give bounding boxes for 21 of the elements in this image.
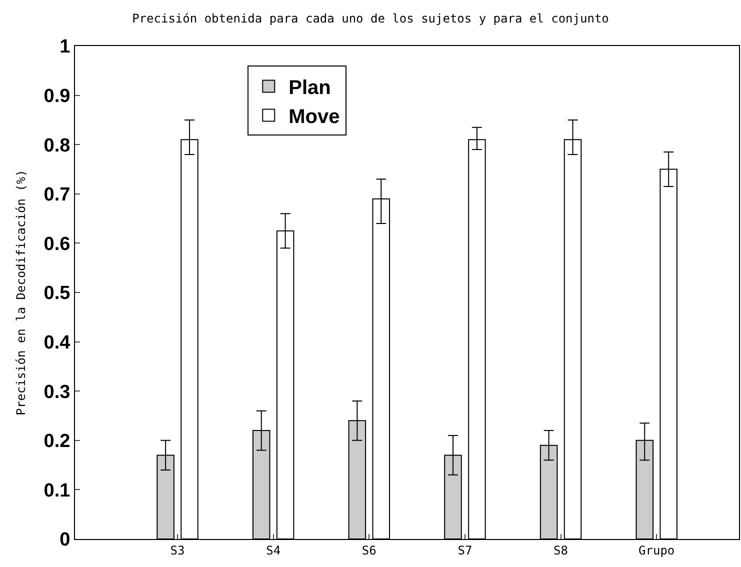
x-tick-label: S7 bbox=[458, 543, 472, 558]
y-tick-label: 0.5 bbox=[44, 283, 71, 304]
y-tick-label: 0.7 bbox=[44, 184, 70, 206]
x-tick-label: S8 bbox=[554, 543, 568, 558]
y-tick-label: 0.9 bbox=[44, 86, 70, 107]
y-tick-label: 0.6 bbox=[44, 234, 70, 255]
y-tick-label: 0.3 bbox=[44, 382, 70, 403]
y-tick-label: 0.1 bbox=[44, 480, 71, 502]
y-tick-label: 0 bbox=[60, 530, 70, 551]
legend-label: Plan bbox=[288, 77, 331, 100]
x-tick-label: S6 bbox=[362, 543, 376, 558]
y-axis-title: Precisión en la Decodificación (%) bbox=[14, 170, 28, 416]
y-tick-label: 0.2 bbox=[44, 431, 70, 452]
y-tick-label: 1 bbox=[60, 36, 71, 58]
x-tick-label: S4 bbox=[266, 543, 281, 558]
x-tick-label: Grupo bbox=[638, 543, 675, 558]
y-tick-label: 0.4 bbox=[44, 332, 71, 354]
legend-label: Move bbox=[288, 106, 340, 128]
chart-title: Precisión obtenida para cada uno de los sujetos y para el conjunto bbox=[132, 12, 609, 26]
x-tick-label: S3 bbox=[170, 543, 185, 558]
y-tick-label: 0.8 bbox=[44, 135, 70, 156]
